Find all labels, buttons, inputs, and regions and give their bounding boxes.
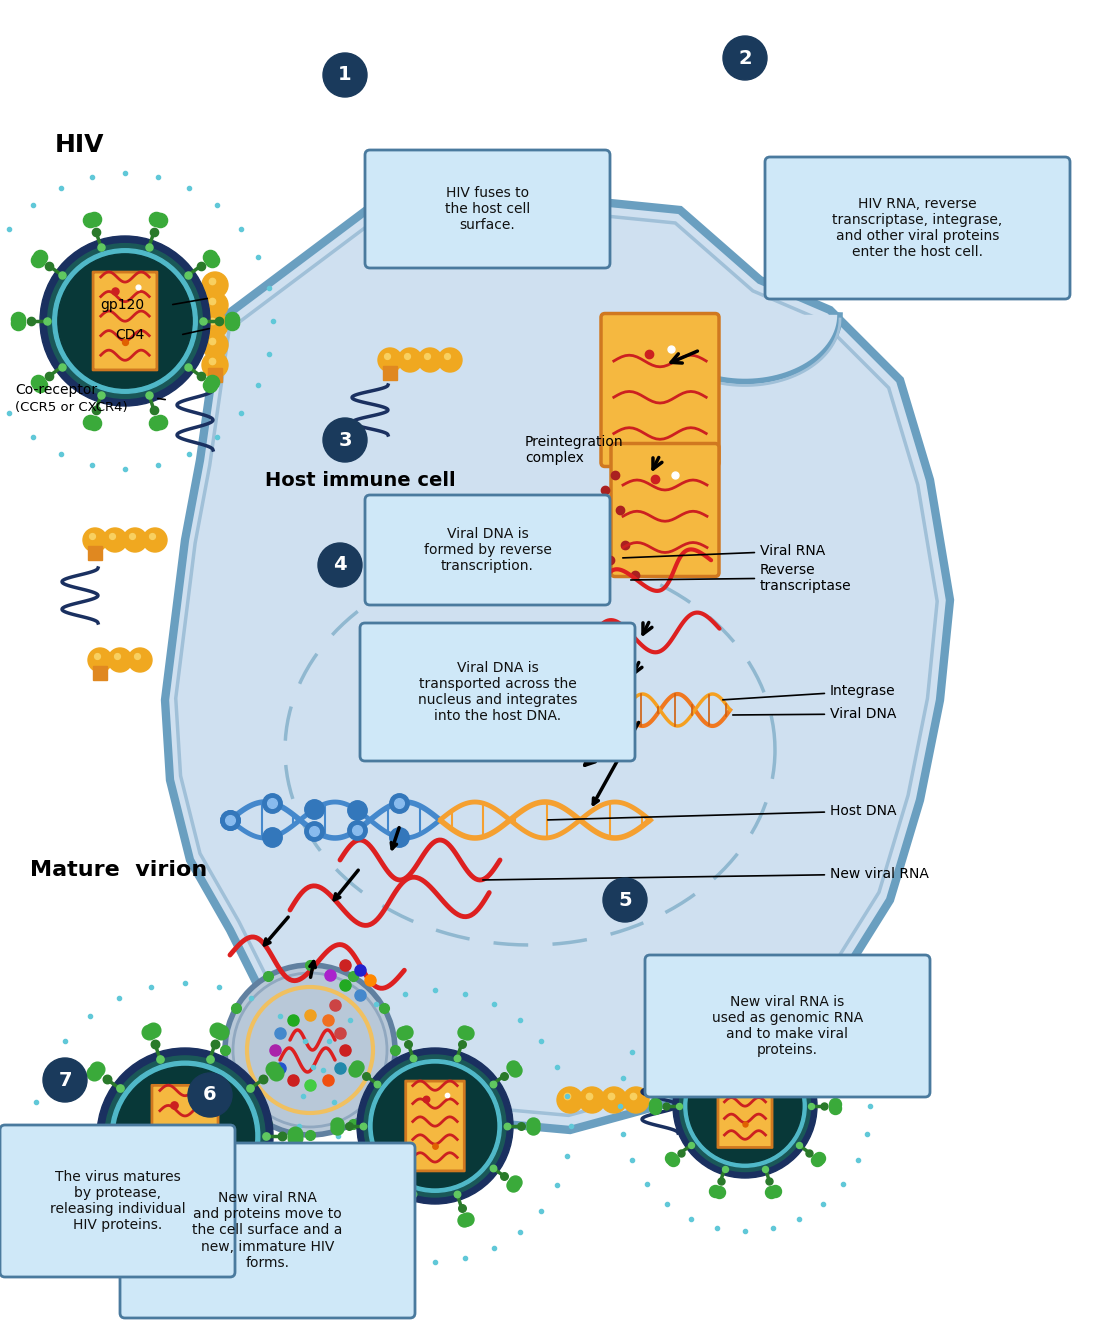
Polygon shape	[165, 190, 949, 1129]
Circle shape	[128, 649, 152, 672]
Text: 1: 1	[338, 66, 352, 85]
Circle shape	[438, 347, 462, 373]
Ellipse shape	[40, 236, 210, 406]
Circle shape	[418, 347, 442, 373]
FancyBboxPatch shape	[601, 313, 719, 466]
Circle shape	[42, 1058, 87, 1102]
Circle shape	[202, 272, 228, 299]
FancyBboxPatch shape	[93, 272, 156, 370]
Text: 4: 4	[333, 556, 346, 575]
Circle shape	[318, 543, 362, 587]
Circle shape	[760, 1058, 784, 1082]
Circle shape	[88, 649, 112, 672]
Circle shape	[108, 649, 132, 672]
Circle shape	[202, 351, 228, 378]
Bar	[383, 366, 397, 380]
Text: 2: 2	[738, 49, 752, 67]
Circle shape	[378, 347, 402, 373]
Ellipse shape	[52, 248, 198, 394]
Ellipse shape	[97, 1048, 273, 1225]
Ellipse shape	[111, 1061, 260, 1211]
Text: 5: 5	[618, 890, 632, 909]
Circle shape	[323, 53, 367, 96]
Text: The virus matures
by protease,
releasing individual
HIV proteins.: The virus matures by protease, releasing…	[49, 1169, 185, 1232]
Text: gp120: gp120	[101, 299, 144, 312]
Text: Preintegration
complex: Preintegration complex	[525, 435, 623, 465]
FancyBboxPatch shape	[365, 151, 610, 268]
Ellipse shape	[679, 1041, 811, 1172]
FancyBboxPatch shape	[718, 1065, 772, 1148]
Ellipse shape	[373, 1065, 497, 1188]
FancyBboxPatch shape	[645, 955, 930, 1096]
Circle shape	[623, 1087, 649, 1114]
Circle shape	[202, 332, 228, 358]
Ellipse shape	[105, 1055, 265, 1217]
Circle shape	[603, 878, 647, 922]
Circle shape	[202, 292, 228, 318]
Circle shape	[894, 997, 918, 1022]
Text: Co-receptor: Co-receptor	[15, 383, 97, 398]
FancyBboxPatch shape	[120, 1143, 416, 1318]
Ellipse shape	[684, 1045, 806, 1168]
Text: HIV fuses to
the host cell
surface.: HIV fuses to the host cell surface.	[445, 186, 531, 232]
Ellipse shape	[357, 1048, 513, 1203]
Circle shape	[123, 528, 147, 552]
Text: 7: 7	[58, 1070, 71, 1090]
Ellipse shape	[674, 1034, 817, 1178]
Text: Host DNA: Host DNA	[547, 804, 897, 820]
Text: Integrase: Integrase	[723, 684, 896, 700]
Circle shape	[601, 1087, 627, 1114]
Ellipse shape	[688, 1049, 802, 1162]
Circle shape	[850, 997, 873, 1022]
Text: Viral RNA: Viral RNA	[623, 544, 825, 557]
Ellipse shape	[115, 1066, 255, 1206]
Text: Viral DNA is
formed by reverse
transcription.: Viral DNA is formed by reverse transcrip…	[423, 527, 552, 573]
Text: New viral RNA: New viral RNA	[483, 867, 929, 881]
Text: 6: 6	[203, 1086, 217, 1104]
Text: New viral RNA is
used as genomic RNA
and to make viral
proteins.: New viral RNA is used as genomic RNA and…	[712, 995, 863, 1057]
FancyBboxPatch shape	[152, 1086, 218, 1186]
Circle shape	[782, 1058, 806, 1082]
Text: 3: 3	[338, 431, 352, 449]
Circle shape	[143, 528, 168, 552]
Ellipse shape	[48, 243, 202, 399]
Bar	[208, 369, 222, 382]
Circle shape	[83, 528, 107, 552]
Text: Mature  virion: Mature virion	[30, 860, 208, 880]
Circle shape	[723, 36, 767, 81]
Ellipse shape	[369, 1059, 502, 1193]
Text: New viral RNA
and proteins move to
the cell surface and a
new, immature HIV
form: New viral RNA and proteins move to the c…	[192, 1192, 343, 1269]
Text: Reverse
transcriptase: Reverse transcriptase	[631, 563, 851, 593]
Ellipse shape	[58, 254, 192, 388]
Circle shape	[188, 1073, 232, 1118]
Bar	[93, 666, 107, 680]
FancyBboxPatch shape	[0, 1125, 235, 1277]
Text: Viral DNA is
transported across the
nucleus and integrates
into the host DNA.: Viral DNA is transported across the nucl…	[418, 660, 577, 724]
Circle shape	[872, 997, 896, 1022]
Text: Viral DNA: Viral DNA	[733, 707, 896, 721]
Circle shape	[557, 1087, 583, 1114]
Text: (CCR5 or CXCR4): (CCR5 or CXCR4)	[15, 402, 127, 415]
Circle shape	[579, 1087, 605, 1114]
Circle shape	[202, 312, 228, 338]
Circle shape	[225, 966, 395, 1135]
Text: Host immune cell: Host immune cell	[265, 470, 456, 490]
Bar	[88, 546, 102, 560]
Text: CD4: CD4	[115, 328, 144, 342]
FancyBboxPatch shape	[611, 444, 719, 576]
FancyBboxPatch shape	[360, 624, 634, 761]
FancyBboxPatch shape	[365, 495, 610, 605]
Circle shape	[103, 528, 127, 552]
FancyBboxPatch shape	[405, 1081, 465, 1170]
Circle shape	[738, 1058, 762, 1082]
Circle shape	[323, 417, 367, 462]
Circle shape	[398, 347, 422, 373]
Circle shape	[828, 997, 852, 1022]
Text: HIV: HIV	[55, 133, 105, 157]
Text: HIV RNA, reverse
transcriptase, integrase,
and other viral proteins
enter the ho: HIV RNA, reverse transcriptase, integras…	[832, 197, 1003, 259]
FancyBboxPatch shape	[765, 157, 1070, 299]
Ellipse shape	[364, 1055, 506, 1197]
